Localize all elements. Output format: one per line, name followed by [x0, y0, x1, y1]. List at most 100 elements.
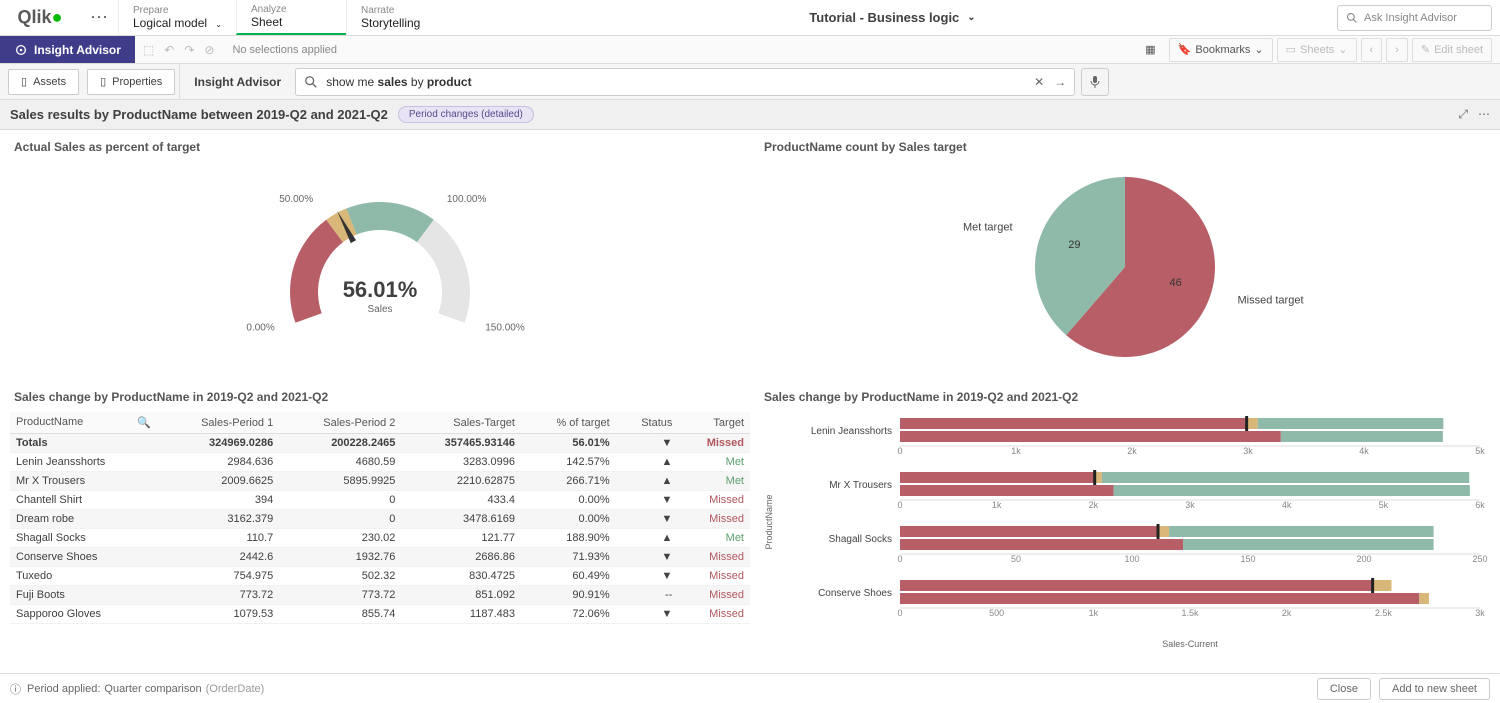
table-row[interactable]: Dream robe3162.37903478.61690.00%▼Missed: [10, 510, 750, 529]
search-icon[interactable]: 🔍: [137, 416, 151, 429]
result-title: Sales results by ProductName between 201…: [10, 107, 388, 122]
svg-text:0: 0: [897, 554, 902, 564]
svg-text:Sales-Current: Sales-Current: [1162, 639, 1218, 649]
global-menu-button[interactable]: ⋯: [80, 0, 118, 35]
svg-text:Shagall Socks: Shagall Socks: [829, 534, 892, 545]
edit-sheet-button[interactable]: ✎ Edit sheet: [1412, 38, 1492, 62]
table-row[interactable]: Conserve Shoes2442.61932.762686.8671.93%…: [10, 548, 750, 567]
column-header[interactable]: Target: [678, 412, 750, 434]
tab-label: Sheet: [251, 15, 332, 29]
table-row[interactable]: Lenin Jeansshorts2984.6364680.593283.099…: [10, 453, 750, 472]
column-header[interactable]: Sales-Period 2: [279, 412, 401, 434]
svg-text:2k: 2k: [1282, 608, 1292, 618]
svg-text:2.5k: 2.5k: [1375, 608, 1393, 618]
tab-label: Logical model ⌄: [133, 16, 222, 30]
svg-text:0: 0: [897, 446, 902, 456]
clear-selections-icon[interactable]: ⊘: [204, 43, 214, 57]
insight-label: Insight Advisor: [34, 43, 121, 57]
step-back-icon[interactable]: ↶: [164, 43, 174, 57]
column-header[interactable]: Sales-Target: [401, 412, 521, 434]
grid-icon[interactable]: ▦: [1136, 38, 1164, 62]
pie-chart: 46Missed target29Met target: [760, 162, 1490, 372]
result-header: Sales results by ProductName between 201…: [0, 100, 1500, 130]
bar-chart-panel: Sales change by ProductName in 2019-Q2 a…: [760, 390, 1490, 660]
step-forward-icon[interactable]: ↷: [184, 43, 194, 57]
svg-text:100: 100: [1124, 554, 1139, 564]
selections-toolbar: Insight Advisor ⬚ ↶ ↷ ⊘ No selections ap…: [0, 36, 1500, 64]
table-row[interactable]: Sapporoo Gloves1079.53855.741187.48372.0…: [10, 605, 750, 624]
tab-sublabel: Analyze: [251, 4, 332, 15]
query-input[interactable]: show me sales by product ✕ →: [295, 68, 1075, 96]
info-icon: ⓘ: [10, 681, 21, 697]
next-sheet-button[interactable]: ›: [1386, 38, 1408, 62]
svg-text:2k: 2k: [1089, 500, 1099, 510]
sheets-dropdown[interactable]: ▭ Sheets ⌄: [1277, 38, 1357, 62]
logo: Qlik●: [0, 0, 80, 35]
insight-search-input[interactable]: Ask Insight Advisor: [1337, 5, 1492, 31]
analysis-type-badge[interactable]: Period changes (detailed): [398, 106, 534, 123]
chevron-down-icon: ⌄: [1254, 43, 1263, 56]
smart-search-icon[interactable]: ⬚: [143, 43, 154, 57]
pie-chart-panel: ProductName count by Sales target 46Miss…: [760, 140, 1490, 380]
prev-sheet-button[interactable]: ‹: [1361, 38, 1383, 62]
minimize-icon[interactable]: ⤢: [1458, 107, 1468, 122]
logo-dot-icon: ●: [52, 7, 63, 28]
top-tab-logical-model[interactable]: Prepare Logical model ⌄: [118, 0, 236, 35]
chevron-down-icon: ⌄: [213, 20, 222, 29]
app-title-dropdown[interactable]: Tutorial - Business logic ⌄: [456, 0, 1329, 35]
svg-text:4k: 4k: [1359, 446, 1369, 456]
panel-title: Sales change by ProductName in 2019-Q2 a…: [10, 390, 750, 404]
svg-text:1k: 1k: [992, 500, 1002, 510]
clear-query-icon[interactable]: ✕: [1034, 75, 1044, 89]
footer-buttons: Close Add to new sheet: [1317, 678, 1490, 700]
panel-title: ProductName count by Sales target: [760, 140, 1490, 154]
svg-text:250: 250: [1472, 554, 1487, 564]
properties-label: Properties: [112, 76, 162, 88]
svg-text:1k: 1k: [1011, 446, 1021, 456]
svg-text:Sales: Sales: [367, 304, 392, 315]
properties-button[interactable]: ▯ Properties: [87, 69, 175, 95]
svg-text:Lenin Jeansshorts: Lenin Jeansshorts: [811, 426, 892, 437]
svg-text:500: 500: [989, 608, 1004, 618]
panel-title: Sales change by ProductName in 2019-Q2 a…: [760, 390, 1490, 404]
column-header[interactable]: % of target: [521, 412, 616, 434]
svg-text:29: 29: [1068, 239, 1080, 251]
table-row[interactable]: Fuji Boots773.72773.72851.09290.91%--Mis…: [10, 586, 750, 605]
top-tab-sheet[interactable]: Analyze Sheet: [236, 0, 346, 35]
tab-sublabel: Narrate: [361, 5, 442, 16]
assets-label: Assets: [33, 76, 66, 88]
svg-text:100.00%: 100.00%: [447, 194, 487, 205]
close-button[interactable]: Close: [1317, 678, 1371, 700]
column-header[interactable]: ProductName 🔍: [10, 412, 157, 434]
svg-text:Mr X Trousers: Mr X Trousers: [829, 480, 892, 491]
tab-sublabel: Prepare: [133, 5, 222, 16]
chevron-down-icon: ⌄: [1338, 43, 1347, 56]
period-extra: (OrderDate): [206, 683, 265, 695]
insight-advisor-button[interactable]: Insight Advisor: [0, 36, 135, 63]
svg-text:Conserve Shoes: Conserve Shoes: [818, 588, 892, 599]
voice-input-button[interactable]: [1081, 68, 1109, 96]
pencil-icon: ✎: [1421, 43, 1430, 56]
result-header-actions: ⤢ ⋯: [1458, 107, 1490, 122]
top-tab-storytelling[interactable]: Narrate Storytelling: [346, 0, 456, 35]
table-row[interactable]: Chantell Shirt3940433.40.00%▼Missed: [10, 491, 750, 510]
svg-text:1k: 1k: [1089, 608, 1099, 618]
svg-text:Met target: Met target: [963, 221, 1013, 233]
table-row[interactable]: Shagall Socks110.7230.02121.77188.90%▲Me…: [10, 529, 750, 548]
search-icon: [304, 75, 318, 89]
table-row[interactable]: Tuxedo754.975502.32830.472560.49%▼Missed: [10, 567, 750, 586]
svg-text:0: 0: [897, 500, 902, 510]
period-applied-label: Period applied:: [27, 683, 100, 695]
svg-text:3k: 3k: [1185, 500, 1195, 510]
more-icon[interactable]: ⋯: [1478, 107, 1490, 122]
bookmarks-dropdown[interactable]: 🔖 Bookmarks ⌄: [1169, 38, 1273, 62]
svg-text:0: 0: [897, 608, 902, 618]
column-header[interactable]: Sales-Period 1: [157, 412, 279, 434]
svg-text:ProductName: ProductName: [764, 494, 774, 549]
assets-button[interactable]: ▯ Assets: [8, 69, 79, 95]
svg-text:5k: 5k: [1379, 500, 1389, 510]
column-header[interactable]: Status: [616, 412, 679, 434]
submit-query-icon[interactable]: →: [1054, 75, 1066, 89]
table-row[interactable]: Mr X Trousers2009.66255895.99252210.6287…: [10, 472, 750, 491]
add-to-sheet-button[interactable]: Add to new sheet: [1379, 678, 1490, 700]
